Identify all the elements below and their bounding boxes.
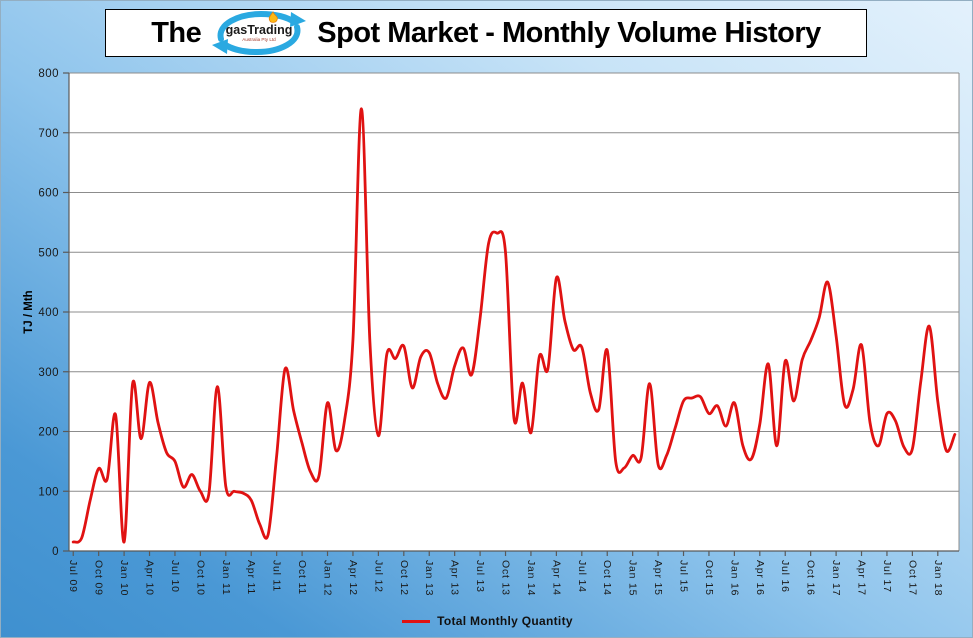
y-tick-label: 400 xyxy=(38,307,59,319)
logo-swoosh-arrow-icon xyxy=(290,12,307,27)
x-tick-label: Oct 14 xyxy=(601,560,613,596)
x-tick-label: Apr 17 xyxy=(856,560,868,596)
x-tick-label: Oct 17 xyxy=(906,560,918,596)
x-tick-label: Apr 11 xyxy=(245,560,257,595)
x-tick-label: Oct 10 xyxy=(194,560,206,596)
x-tick-label: Jul 11 xyxy=(271,560,283,592)
logo-swoosh-icon xyxy=(217,10,298,42)
x-tick-label: Apr 12 xyxy=(347,560,359,596)
y-tick-label: 600 xyxy=(38,188,59,200)
x-tick-label: Jan 17 xyxy=(830,560,842,596)
logo-swoosh-icon xyxy=(221,24,301,56)
x-tick-label: Jul 09 xyxy=(67,560,79,593)
x-tick-label: Apr 10 xyxy=(144,560,156,596)
y-tick-label: 200 xyxy=(38,427,59,439)
y-tick-label: 0 xyxy=(52,546,59,558)
x-tick-label: Jul 12 xyxy=(372,560,384,593)
x-tick-label: Oct 09 xyxy=(93,560,105,596)
y-tick-label: 700 xyxy=(38,128,59,140)
x-tick-label: Oct 15 xyxy=(703,560,715,596)
flame-icon xyxy=(269,11,279,23)
logo-subtitle: Australia Pty Ltd xyxy=(243,37,277,42)
x-tick-label: Jul 10 xyxy=(169,560,181,593)
x-tick-label: Apr 16 xyxy=(754,560,766,596)
chart-title-bar: The gasTrading Australia Pty Ltd Spot Ma… xyxy=(105,9,867,57)
x-tick-label: Jan 12 xyxy=(322,560,334,596)
x-tick-label: Apr 14 xyxy=(550,560,562,596)
x-tick-label: Oct 12 xyxy=(398,560,410,596)
series-line-total-monthly-quantity xyxy=(71,107,957,544)
y-tick-label: 100 xyxy=(38,486,59,498)
legend-line-swatch xyxy=(402,619,431,623)
title-suffix: Spot Market - Monthly Volume History xyxy=(317,16,821,49)
title-prefix: The xyxy=(151,16,202,49)
x-tick-label: Jul 14 xyxy=(576,560,588,593)
legend: Total Monthly Quantity xyxy=(1,610,972,632)
x-tick-label: Jan 18 xyxy=(932,560,944,596)
x-tick-label: Jan 14 xyxy=(525,560,537,596)
x-tick-label: Oct 13 xyxy=(500,560,512,596)
x-tick-label: Jul 15 xyxy=(678,560,690,593)
x-tick-label: Jul 17 xyxy=(881,560,893,593)
y-axis-title: TJ / Mth xyxy=(23,290,35,333)
x-tick-label: Jan 13 xyxy=(423,560,435,596)
y-tick-label: 800 xyxy=(38,68,59,80)
logo-text-plate xyxy=(235,23,284,37)
gastrading-logo: gasTrading Australia Pty Ltd xyxy=(211,10,307,56)
x-tick-label: Apr 15 xyxy=(652,560,664,596)
x-tick-label: Jan 10 xyxy=(118,560,130,596)
x-tick-label: Jan 11 xyxy=(220,560,232,596)
gastrading-logo-svg: gasTrading Australia Pty Ltd xyxy=(212,10,307,56)
x-tick-label: Jan 16 xyxy=(728,560,740,596)
legend-label: Total Monthly Quantity xyxy=(437,614,573,628)
y-tick-label: 500 xyxy=(38,247,59,259)
logo-swoosh-arrow-icon xyxy=(212,39,229,54)
x-tick-label: Apr 13 xyxy=(449,560,461,596)
logo-name: gasTrading xyxy=(226,23,293,37)
x-tick-label: Oct 16 xyxy=(805,560,817,596)
x-tick-label: Oct 11 xyxy=(296,560,308,595)
x-tick-label: Jan 15 xyxy=(627,560,639,596)
x-tick-label: Jul 16 xyxy=(779,560,791,593)
x-tick-label: Jul 13 xyxy=(474,560,486,593)
y-tick-label: 300 xyxy=(38,367,59,379)
